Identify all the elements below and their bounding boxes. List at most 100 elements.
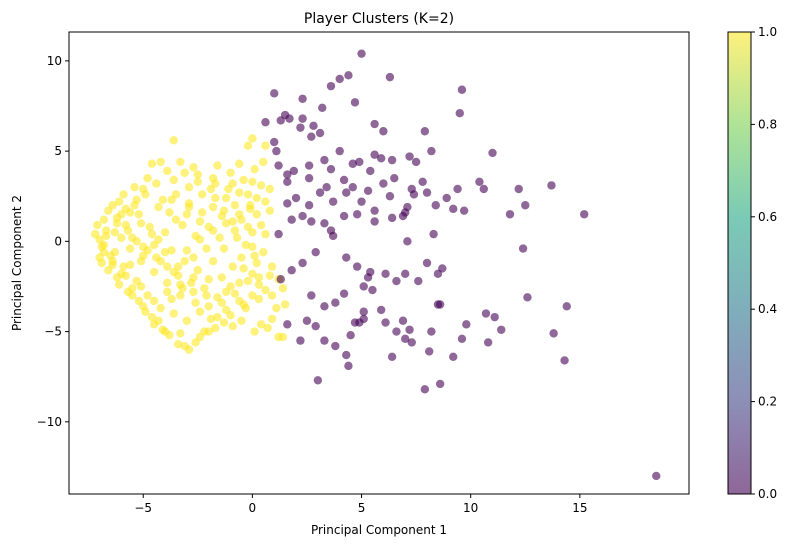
data-point <box>309 121 318 131</box>
data-point <box>449 352 458 362</box>
data-point <box>152 179 161 188</box>
data-point <box>184 345 194 354</box>
data-point <box>197 190 207 199</box>
data-point <box>462 320 471 329</box>
data-point <box>112 219 122 228</box>
data-point <box>143 173 152 183</box>
data-point <box>274 161 283 170</box>
x-axis-label: Principal Component 1 <box>311 523 447 537</box>
data-point <box>182 246 192 255</box>
data-point <box>479 184 488 194</box>
data-point <box>176 329 185 338</box>
data-point <box>176 157 185 167</box>
data-point <box>459 206 469 215</box>
data-point <box>409 190 419 199</box>
data-point <box>119 190 128 199</box>
data-point <box>171 215 181 224</box>
data-point <box>267 262 277 271</box>
y-axis-ticks: −10 −5 0 5 10 <box>37 54 69 429</box>
data-point <box>132 237 141 246</box>
data-point <box>381 318 390 327</box>
data-point <box>256 320 266 329</box>
data-point <box>246 201 255 210</box>
data-point <box>167 246 176 255</box>
data-point <box>213 161 222 170</box>
data-point <box>149 296 159 306</box>
data-point <box>158 195 168 205</box>
data-point <box>291 193 301 203</box>
data-point <box>259 247 268 257</box>
data-point <box>121 271 130 280</box>
data-point <box>254 280 264 289</box>
data-point <box>167 195 176 205</box>
data-point <box>108 260 117 269</box>
data-point <box>342 350 351 360</box>
data-point <box>217 273 227 282</box>
data-point <box>226 282 235 291</box>
data-point <box>193 177 202 186</box>
data-point <box>248 291 257 300</box>
data-point <box>370 150 379 159</box>
data-point <box>335 146 344 156</box>
data-point <box>270 89 279 98</box>
x-tick-label: 10 <box>463 501 478 515</box>
data-point <box>169 136 178 145</box>
data-point <box>304 201 314 210</box>
data-point <box>136 282 146 291</box>
data-point <box>278 332 288 342</box>
data-point <box>208 226 218 235</box>
data-point <box>130 183 139 192</box>
data-point <box>346 330 355 340</box>
points-layer <box>91 49 661 481</box>
data-point <box>315 188 325 197</box>
data-point <box>505 210 515 219</box>
data-point <box>315 128 325 138</box>
data-point <box>278 284 288 293</box>
data-point <box>420 127 430 136</box>
data-point <box>230 226 240 235</box>
data-point <box>261 285 270 295</box>
data-point <box>230 201 240 210</box>
data-point <box>267 314 277 324</box>
data-point <box>429 229 438 239</box>
data-point <box>344 361 353 371</box>
data-point <box>115 197 124 206</box>
y-tick-label: 0 <box>54 234 62 248</box>
data-point <box>252 210 261 219</box>
data-point <box>226 311 235 320</box>
data-point <box>128 291 137 300</box>
x-axis-ticks: −5 0 5 10 15 <box>134 494 587 515</box>
data-point <box>357 197 366 206</box>
data-point <box>263 323 272 333</box>
data-point <box>180 257 189 266</box>
data-point <box>348 183 357 192</box>
data-point <box>99 215 109 224</box>
data-point <box>370 119 379 129</box>
data-point <box>99 240 109 250</box>
x-tick-label: 15 <box>572 501 587 515</box>
data-point <box>224 184 233 194</box>
data-point <box>235 278 244 288</box>
plot-area: −5 0 5 10 15 −10 −5 0 5 10 <box>37 31 690 515</box>
data-point <box>252 193 261 203</box>
data-point <box>173 340 183 349</box>
data-point <box>202 244 211 253</box>
data-point <box>304 161 314 170</box>
data-point <box>195 235 205 244</box>
y-tick-label: 5 <box>54 144 62 158</box>
data-point <box>167 294 176 304</box>
data-point <box>141 190 150 199</box>
data-point <box>254 294 264 304</box>
data-point <box>302 316 312 325</box>
data-point <box>298 94 307 103</box>
data-point <box>154 202 163 212</box>
data-point <box>521 201 530 210</box>
data-point <box>248 177 257 186</box>
data-point <box>322 183 331 192</box>
data-point <box>385 72 395 82</box>
data-point <box>91 229 100 239</box>
data-point <box>483 338 493 347</box>
data-point <box>163 166 172 176</box>
data-point <box>261 141 270 150</box>
data-point <box>180 168 189 177</box>
